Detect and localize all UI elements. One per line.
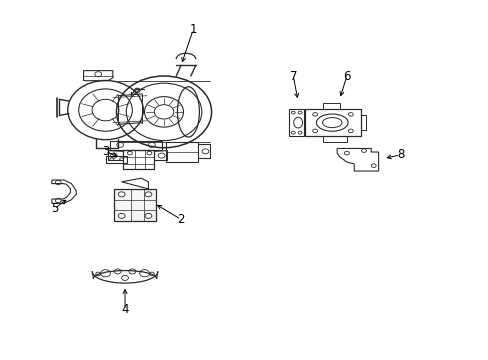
- Text: 8: 8: [396, 148, 404, 161]
- Text: 5: 5: [51, 202, 58, 215]
- Text: 2: 2: [177, 213, 184, 226]
- Text: 4: 4: [121, 303, 128, 316]
- Text: 6: 6: [343, 69, 350, 82]
- Text: 1: 1: [189, 23, 197, 36]
- Polygon shape: [114, 189, 156, 221]
- Text: 3: 3: [102, 145, 109, 158]
- Text: 7: 7: [289, 69, 296, 82]
